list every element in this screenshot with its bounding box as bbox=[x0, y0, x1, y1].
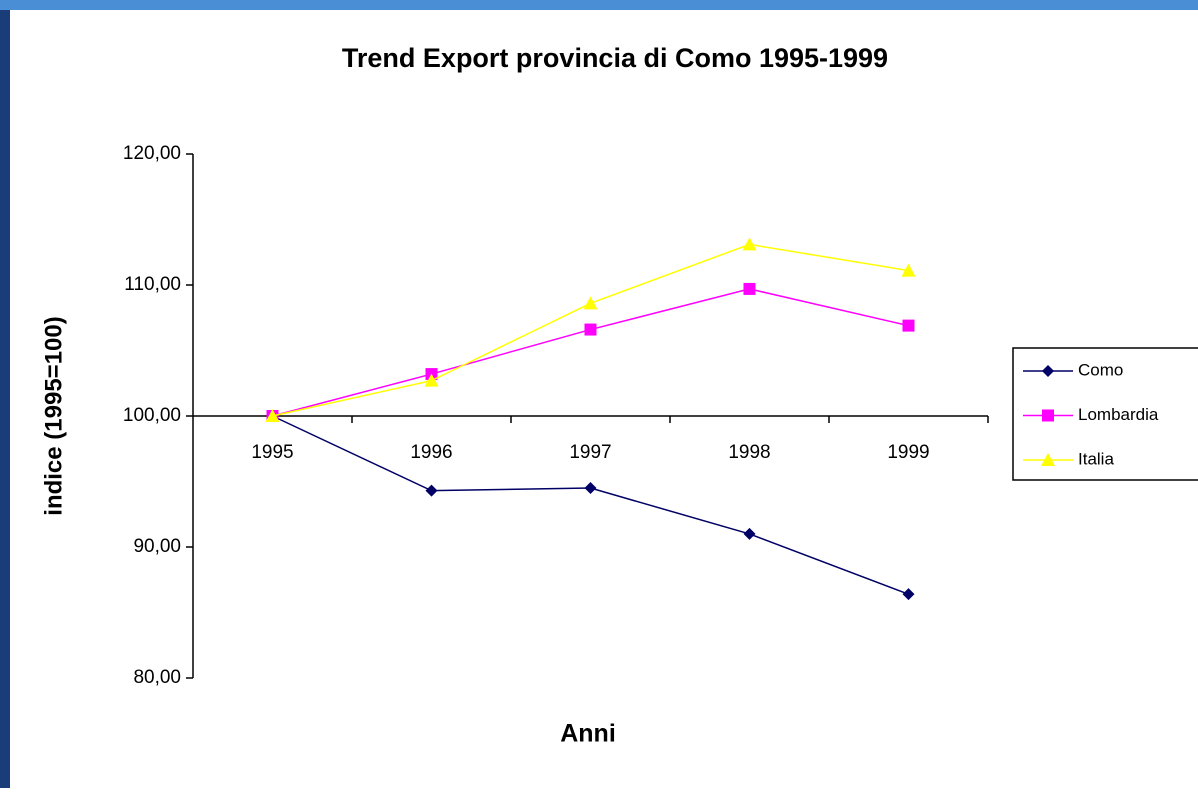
legend-label: Lombardia bbox=[1078, 405, 1159, 424]
y-axis-label: indice (1995=100) bbox=[40, 316, 67, 515]
marker bbox=[584, 482, 597, 495]
y-tick-label: 120,00 bbox=[123, 143, 181, 164]
marker bbox=[584, 323, 597, 336]
x-tick-label: 1998 bbox=[728, 442, 770, 463]
marker bbox=[424, 373, 439, 387]
y-tick-label: 110,00 bbox=[124, 274, 181, 295]
marker bbox=[583, 296, 598, 310]
marker bbox=[743, 282, 756, 295]
legend-marker bbox=[1041, 453, 1055, 466]
legend-label: Italia bbox=[1078, 449, 1114, 468]
legend-marker bbox=[1042, 409, 1054, 422]
marker bbox=[902, 588, 915, 601]
x-tick-label: 1996 bbox=[410, 442, 452, 463]
marker bbox=[743, 527, 756, 540]
y-tick-label: 90,00 bbox=[133, 536, 181, 557]
x-tick-label: 1995 bbox=[251, 442, 293, 463]
marker bbox=[902, 319, 915, 332]
y-tick-label: 100,00 bbox=[123, 405, 181, 426]
top-border bbox=[0, 0, 1198, 10]
marker bbox=[901, 263, 916, 277]
marker bbox=[742, 237, 757, 251]
marker bbox=[265, 409, 280, 422]
legend-label: Como bbox=[1078, 360, 1123, 379]
x-tick-label: 1997 bbox=[569, 442, 611, 463]
chart-title: Trend Export provincia di Como 1995-1999 bbox=[342, 43, 888, 73]
marker bbox=[425, 484, 438, 497]
y-tick-label: 80,00 bbox=[133, 667, 181, 688]
legend-marker bbox=[1042, 365, 1054, 377]
x-axis-label: Anni bbox=[560, 720, 616, 748]
left-border bbox=[0, 10, 10, 788]
x-tick-label: 1999 bbox=[887, 442, 929, 463]
